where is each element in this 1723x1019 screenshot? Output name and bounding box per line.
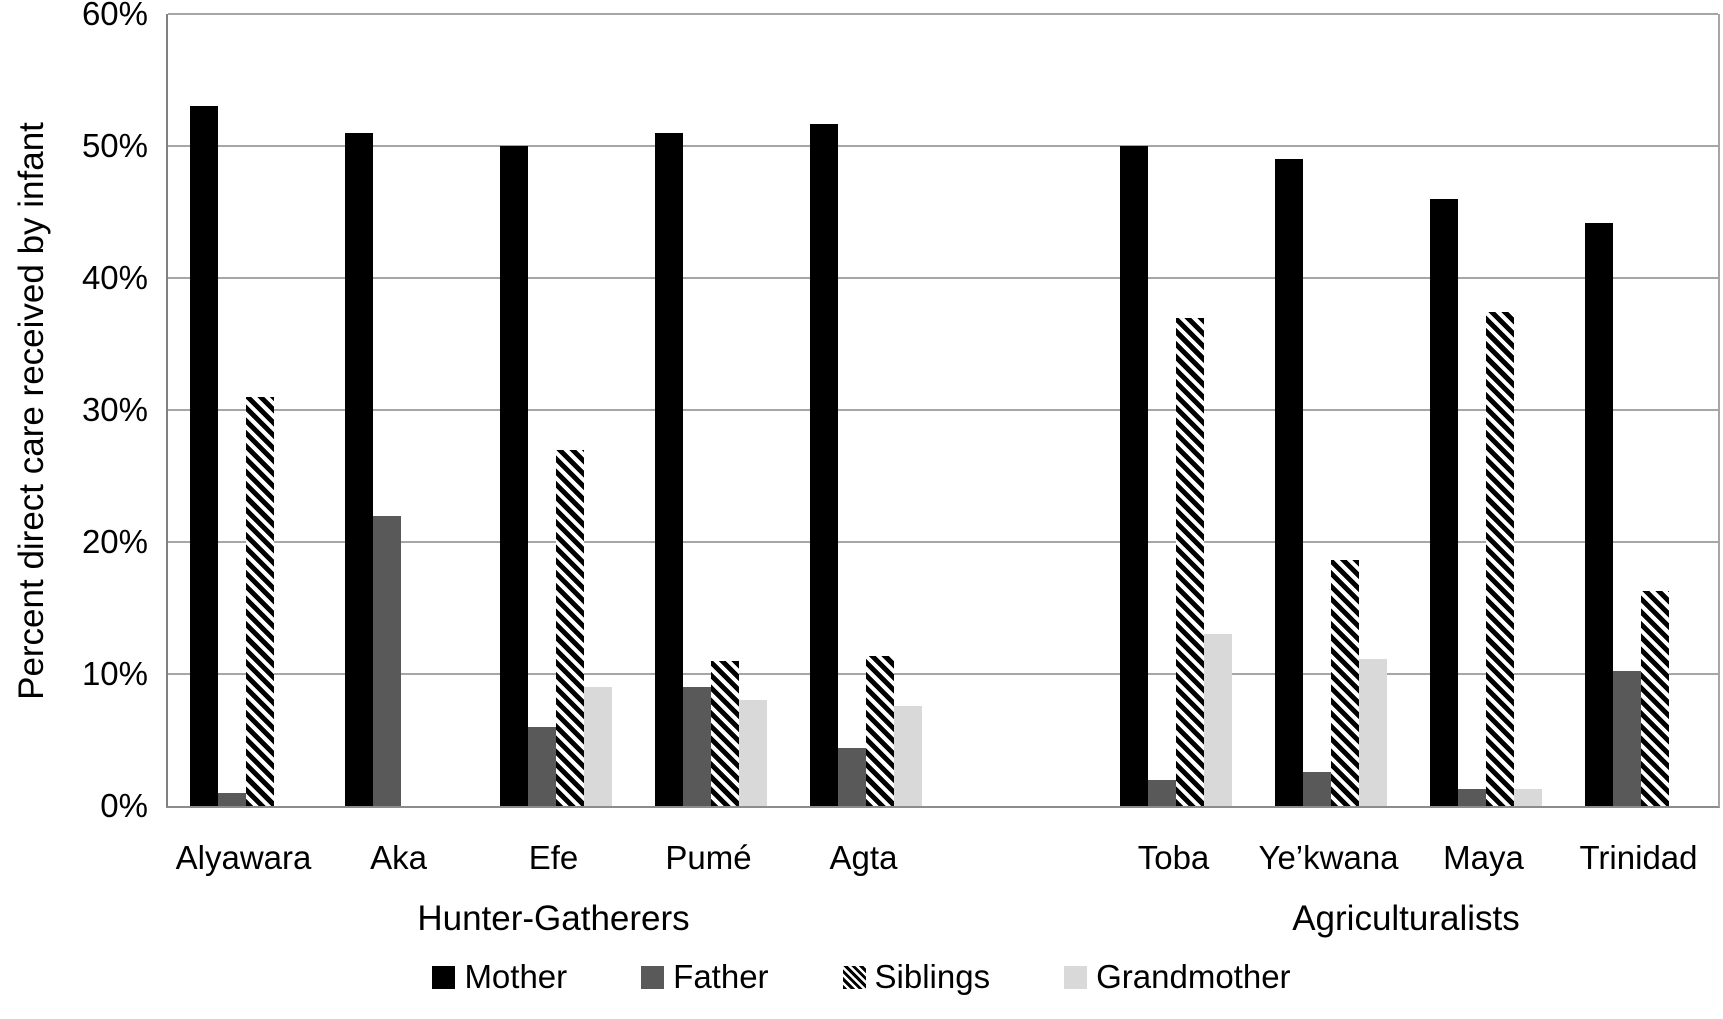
bar-group-efe — [478, 14, 633, 806]
bar-grandmother-maya — [1513, 788, 1542, 806]
legend-swatch-siblings — [842, 965, 866, 989]
bar-siblings-toba — [1175, 317, 1204, 806]
bar-mother-alyawara — [189, 106, 218, 806]
bar-father-pumé — [682, 687, 711, 806]
gridline-40 — [168, 277, 1718, 279]
bar-grandmother-ye’kwana — [1358, 659, 1387, 806]
y-tick-label-10: 10% — [81, 655, 148, 692]
bar-father-maya — [1457, 788, 1486, 806]
gridline-30 — [168, 409, 1718, 411]
bar-group-toba — [1098, 14, 1253, 806]
gridline-20 — [168, 541, 1718, 543]
category-label-toba: Toba — [1137, 839, 1210, 876]
category-label-agta: Agta — [829, 839, 898, 876]
gridline-10 — [168, 673, 1718, 675]
plot-area — [166, 13, 1720, 808]
legend-swatch-father — [641, 965, 665, 989]
bar-group-ye’kwana — [1253, 14, 1408, 806]
legend-swatch-mother — [432, 965, 456, 989]
category-label-maya: Maya — [1443, 839, 1524, 876]
bar-siblings-efe — [555, 449, 584, 806]
legend: Mother Father Siblings Grandmother — [0, 958, 1723, 996]
bar-father-alyawara — [217, 792, 246, 806]
bar-siblings-pumé — [710, 660, 739, 806]
bar-father-trinidad — [1612, 671, 1641, 806]
gridline-50 — [168, 145, 1718, 147]
category-label-alyawara: Alyawara — [175, 839, 312, 876]
bar-mother-pumé — [654, 132, 683, 806]
bar-mother-aka — [344, 132, 373, 806]
bar-mother-maya — [1429, 198, 1458, 806]
bar-mother-ye’kwana — [1274, 159, 1303, 806]
bar-mother-toba — [1119, 146, 1148, 806]
bar-group-pumé — [633, 14, 788, 806]
bar-father-efe — [527, 726, 556, 806]
legend-item-mother: Mother — [432, 958, 567, 996]
bar-father-aka — [372, 515, 401, 806]
y-tick-label-50: 50% — [81, 127, 148, 164]
bar-siblings-agta — [865, 655, 894, 806]
bar-grandmother-efe — [583, 687, 612, 806]
legend-swatch-grandmother — [1064, 965, 1088, 989]
legend-label-mother: Mother — [464, 958, 568, 995]
bar-siblings-maya — [1485, 312, 1514, 806]
legend-label-grandmother: Grandmother — [1096, 958, 1291, 995]
bar-siblings-trinidad — [1640, 590, 1669, 806]
bar-group-alyawara — [168, 14, 323, 806]
gridline-60 — [168, 13, 1718, 15]
y-tick-label-60: 60% — [81, 0, 148, 32]
category-label-pumé: Pumé — [665, 839, 752, 876]
legend-label-siblings: Siblings — [874, 958, 991, 995]
bar-group-trinidad — [1563, 14, 1718, 806]
bar-grandmother-agta — [893, 705, 922, 806]
legend-label-father: Father — [673, 958, 769, 995]
bar-mother-agta — [809, 123, 838, 806]
bar-group-maya — [1408, 14, 1563, 806]
category-label-trinidad: Trinidad — [1579, 839, 1698, 876]
bar-mother-trinidad — [1584, 222, 1613, 806]
y-tick-label-40: 40% — [81, 259, 148, 296]
y-tick-label-0: 0% — [100, 787, 148, 824]
legend-item-siblings: Siblings — [842, 958, 991, 996]
bar-father-toba — [1147, 779, 1176, 806]
category-label-ye’kwana: Ye’kwana — [1258, 839, 1399, 876]
bar-mother-efe — [499, 146, 528, 806]
y-tick-label-30: 30% — [81, 391, 148, 428]
legend-item-grandmother: Grandmother — [1064, 958, 1291, 996]
bar-group-aka — [323, 14, 478, 806]
bar-group-agta — [788, 14, 943, 806]
y-tick-label-20: 20% — [81, 523, 148, 560]
bar-grandmother-toba — [1203, 634, 1232, 806]
category-label-efe: Efe — [528, 839, 579, 876]
bar-father-ye’kwana — [1302, 771, 1331, 806]
bar-grandmother-pumé — [738, 700, 767, 806]
category-label-aka: Aka — [370, 839, 427, 876]
group-label-agriculturalists: Agriculturalists — [1292, 899, 1520, 938]
bar-siblings-alyawara — [245, 396, 274, 806]
legend-item-father: Father — [641, 958, 769, 996]
group-label-hunter-gatherers: Hunter-Gatherers — [417, 899, 690, 938]
bar-father-agta — [837, 747, 866, 806]
bar-siblings-ye’kwana — [1330, 560, 1359, 806]
